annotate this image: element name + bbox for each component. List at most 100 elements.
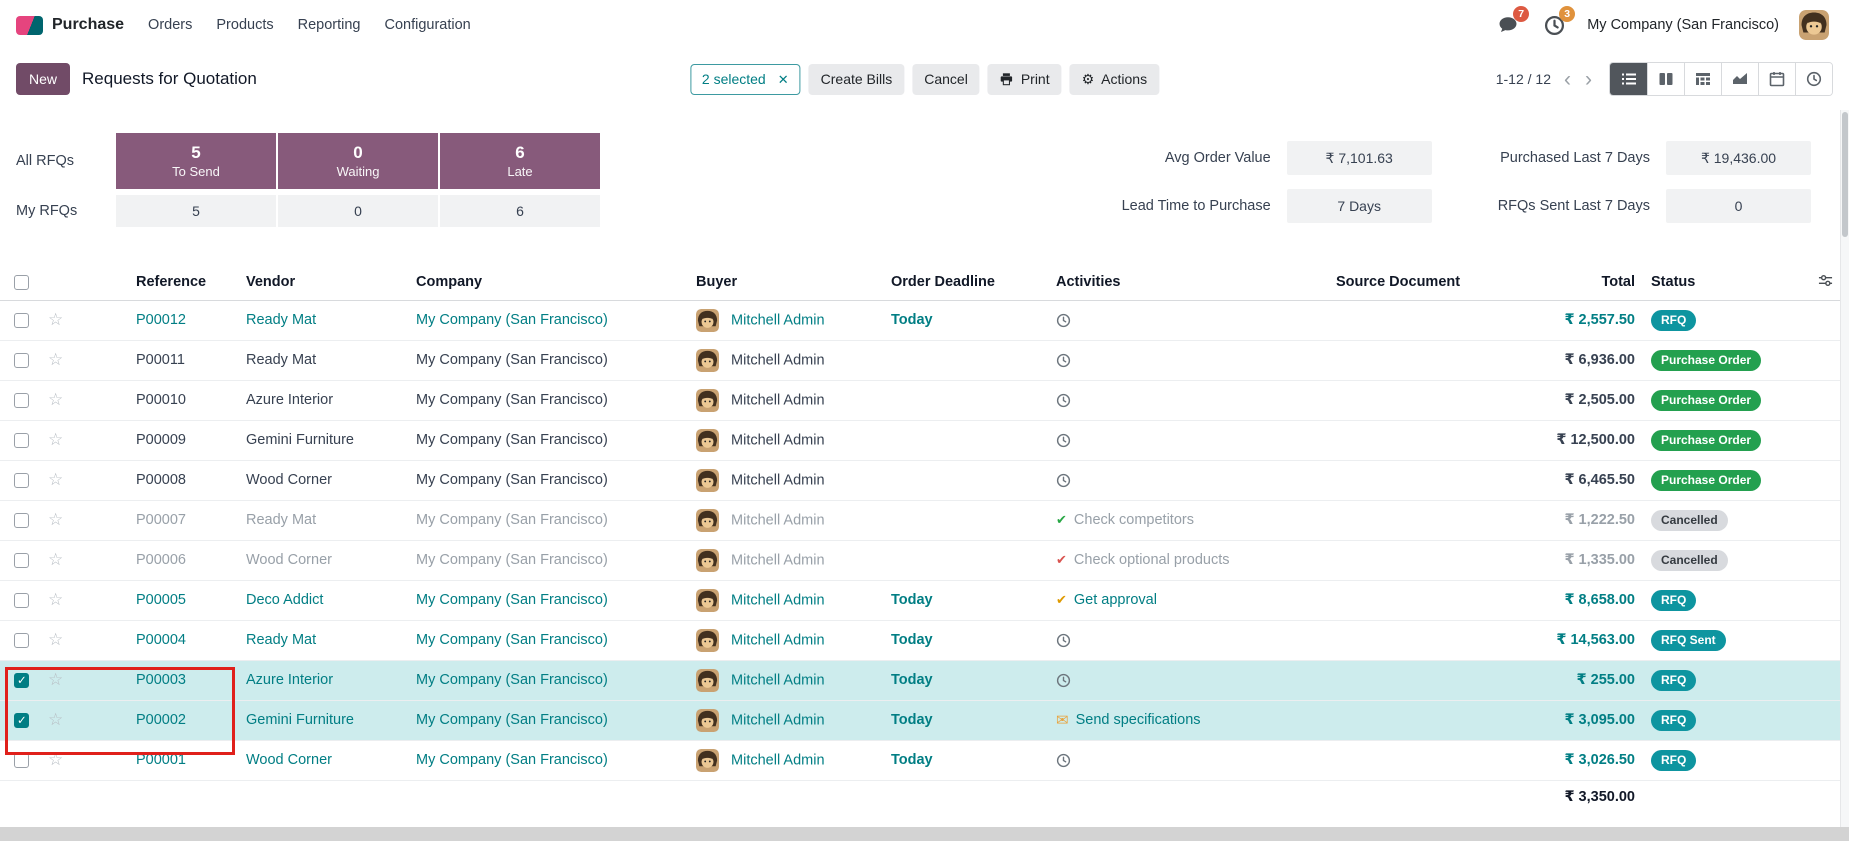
activity-cell[interactable] (1048, 300, 1328, 341)
reference-link[interactable]: P00011 (136, 352, 185, 368)
favorite-star-icon[interactable]: ☆ (48, 510, 64, 529)
reference-link[interactable]: P00003 (136, 672, 186, 688)
activity-label[interactable]: Get approval (1073, 591, 1157, 608)
company-link[interactable]: My Company (San Francisco) (416, 352, 608, 368)
buyer-link[interactable]: Mitchell Admin (731, 512, 825, 528)
pager-next-button[interactable]: › (1578, 69, 1599, 90)
view-switch-calendar[interactable] (1758, 63, 1795, 95)
activity-cell[interactable] (1048, 340, 1328, 381)
my-tile-waiting[interactable]: 0 (278, 195, 438, 227)
activities-icon[interactable]: 3 (1541, 6, 1576, 38)
print-button[interactable]: Print (987, 63, 1062, 95)
nav-menu-products[interactable]: Products (216, 17, 274, 33)
activity-cell[interactable] (1048, 420, 1328, 461)
clock-icon[interactable] (1056, 633, 1071, 648)
clock-icon[interactable] (1056, 473, 1071, 488)
reference-link[interactable]: P00009 (136, 432, 186, 448)
favorite-star-icon[interactable]: ☆ (48, 670, 64, 689)
favorite-star-icon[interactable]: ☆ (48, 630, 64, 649)
column-header-source-document[interactable]: Source Document (1328, 265, 1493, 301)
nav-menu-orders[interactable]: Orders (148, 17, 193, 33)
check-icon[interactable]: ✔ (1056, 512, 1067, 528)
reference-link[interactable]: P00012 (136, 312, 186, 328)
clock-icon[interactable] (1056, 353, 1071, 368)
reference-link[interactable]: P00002 (136, 712, 186, 728)
buyer-link[interactable]: Mitchell Admin (731, 592, 825, 608)
reference-link[interactable]: P00010 (136, 392, 186, 408)
row-checkbox[interactable] (14, 592, 29, 608)
vendor-link[interactable]: Ready Mat (246, 632, 317, 648)
activity-cell[interactable] (1048, 460, 1328, 501)
table-row[interactable]: ☆ P00008 Wood Corner My Company (San Fra… (0, 460, 1849, 501)
table-row[interactable]: ☆ P00009 Gemini Furniture My Company (Sa… (0, 420, 1849, 461)
company-link[interactable]: My Company (San Francisco) (416, 592, 608, 608)
activity-cell[interactable] (1048, 620, 1328, 661)
buyer-link[interactable]: Mitchell Admin (731, 432, 825, 448)
clock-icon[interactable] (1056, 753, 1071, 768)
company-link[interactable]: My Company (San Francisco) (416, 632, 608, 648)
buyer-link[interactable]: Mitchell Admin (731, 712, 825, 728)
create-bills-button[interactable]: Create Bills (808, 63, 905, 95)
company-link[interactable]: My Company (San Francisco) (416, 752, 608, 768)
company-link[interactable]: My Company (San Francisco) (416, 552, 608, 568)
buyer-link[interactable]: Mitchell Admin (731, 552, 825, 568)
row-checkbox[interactable] (14, 552, 29, 568)
column-header-order-deadline[interactable]: Order Deadline (883, 265, 1048, 301)
company-link[interactable]: My Company (San Francisco) (416, 712, 608, 728)
favorite-star-icon[interactable]: ☆ (48, 470, 64, 489)
buyer-link[interactable]: Mitchell Admin (731, 752, 825, 768)
company-link[interactable]: My Company (San Francisco) (416, 672, 608, 688)
buyer-link[interactable]: Mitchell Admin (731, 352, 825, 368)
favorite-star-icon[interactable]: ☆ (48, 710, 64, 729)
activity-cell[interactable] (1048, 660, 1328, 701)
vendor-link[interactable]: Wood Corner (246, 752, 332, 768)
vendor-link[interactable]: Deco Addict (246, 592, 324, 608)
column-header-company[interactable]: Company (408, 265, 688, 301)
activity-cell[interactable]: ✔ Check competitors (1048, 500, 1328, 541)
company-link[interactable]: My Company (San Francisco) (416, 432, 608, 448)
buyer-link[interactable]: Mitchell Admin (731, 672, 825, 688)
nav-menu-configuration[interactable]: Configuration (384, 17, 471, 33)
view-switch-activity[interactable] (1795, 63, 1832, 95)
reference-link[interactable]: P00008 (136, 472, 186, 488)
company-link[interactable]: My Company (San Francisco) (416, 512, 608, 528)
favorite-star-icon[interactable]: ☆ (48, 750, 64, 769)
favorite-star-icon[interactable]: ☆ (48, 350, 64, 369)
app-name[interactable]: Purchase (52, 16, 125, 33)
table-row[interactable]: ☆ P00002 Gemini Furniture My Company (Sa… (0, 700, 1849, 741)
activity-cell[interactable]: ✉ Send specifications (1048, 700, 1328, 741)
my-tile-late[interactable]: 6 (440, 195, 600, 227)
buyer-link[interactable]: Mitchell Admin (731, 472, 825, 488)
user-avatar[interactable] (1799, 10, 1829, 40)
row-checkbox[interactable] (14, 312, 29, 328)
vendor-link[interactable]: Wood Corner (246, 552, 332, 568)
clock-icon[interactable] (1056, 673, 1071, 688)
actions-button[interactable]: ⚙ Actions (1069, 63, 1160, 95)
table-row[interactable]: ☆ P00010 Azure Interior My Company (San … (0, 380, 1849, 421)
scrollbar-thumb[interactable] (1842, 112, 1848, 237)
tile-late[interactable]: 6 Late (440, 133, 600, 189)
view-switch-graph[interactable] (1721, 63, 1758, 95)
purchase-app-icon[interactable] (16, 15, 43, 35)
activity-cell[interactable] (1048, 740, 1328, 781)
company-link[interactable]: My Company (San Francisco) (416, 312, 608, 328)
row-checkbox[interactable] (14, 392, 29, 408)
column-header-reference[interactable]: Reference (88, 265, 238, 301)
column-header-total[interactable]: Total (1493, 265, 1643, 301)
tile-waiting[interactable]: 0 Waiting (278, 133, 438, 189)
activity-cell[interactable]: ✔ Check optional products (1048, 540, 1328, 581)
row-checkbox[interactable] (14, 672, 29, 688)
clock-icon[interactable] (1056, 433, 1071, 448)
vendor-link[interactable]: Gemini Furniture (246, 432, 354, 448)
reference-link[interactable]: P00005 (136, 592, 186, 608)
table-row[interactable]: ☆ P00003 Azure Interior My Company (San … (0, 660, 1849, 701)
row-checkbox[interactable] (14, 752, 29, 768)
row-checkbox[interactable] (14, 512, 29, 528)
optional-columns-icon[interactable] (1818, 274, 1833, 292)
envelope-icon[interactable]: ✉ (1056, 712, 1069, 729)
tile-to-send[interactable]: 5 To Send (116, 133, 276, 189)
table-row[interactable]: ☆ P00001 Wood Corner My Company (San Fra… (0, 740, 1849, 781)
row-checkbox[interactable] (14, 432, 29, 448)
activity-label[interactable]: Check optional products (1073, 551, 1230, 568)
view-switch-kanban[interactable] (1647, 63, 1684, 95)
